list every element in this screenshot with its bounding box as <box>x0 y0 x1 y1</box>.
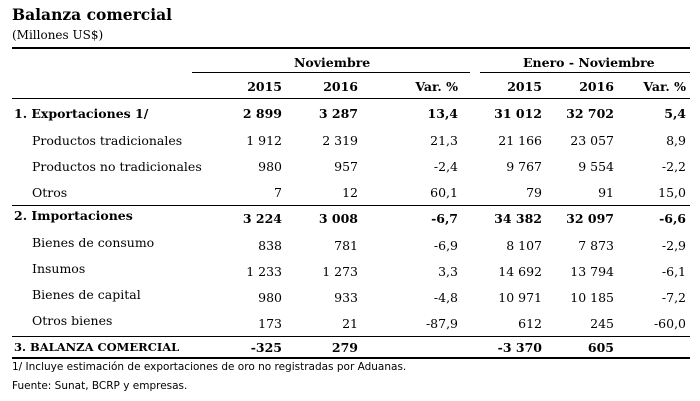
table-cell: 1 912 <box>246 133 282 148</box>
col-header-ene-2016: 2016 <box>579 79 614 94</box>
table-cell: 13,4 <box>427 106 458 121</box>
table-cell: 980 <box>258 159 282 174</box>
table-title: Balanza comercial <box>12 5 173 24</box>
row-label-exportaciones: 1. Exportaciones 1/ <box>14 106 149 121</box>
table-cell: 12 <box>342 185 358 200</box>
table-cell: 14 692 <box>498 264 542 279</box>
table-cell: -87,9 <box>425 316 458 331</box>
col-header-nov-2015: 2015 <box>247 79 282 94</box>
table-cell: 781 <box>334 238 358 253</box>
table-cell: 10 971 <box>498 290 542 305</box>
col-header-nov-var: Var. % <box>415 79 458 94</box>
table-cell: 5,4 <box>664 106 686 121</box>
table-cell: -6,1 <box>661 264 686 279</box>
table-cell: 15,0 <box>658 185 686 200</box>
table-cell: 8,9 <box>666 133 686 148</box>
top-rule <box>12 47 690 49</box>
table-cell: 10 185 <box>570 290 614 305</box>
table-cell: 31 012 <box>494 106 542 121</box>
table-cell: -4,8 <box>433 290 458 305</box>
table-cell: 1 273 <box>322 264 358 279</box>
footnote-exportaciones: 1/ Incluye estimación de exportaciones d… <box>12 361 407 373</box>
group-rule-noviembre <box>192 72 470 73</box>
table-cell: 245 <box>590 316 614 331</box>
row-label-bienes-de-consumo: Bienes de consumo <box>32 235 155 250</box>
table-cell: -2,2 <box>661 159 686 174</box>
table-cell: 980 <box>258 290 282 305</box>
table-cell: 957 <box>334 159 358 174</box>
row-label-otros: Otros <box>32 185 68 200</box>
table-cell: 21 166 <box>498 133 542 148</box>
table-cell: 21 <box>342 316 358 331</box>
table-cell: 2 319 <box>322 133 358 148</box>
table-cell: -7,2 <box>661 290 686 305</box>
group-header-noviembre: Noviembre <box>294 55 371 70</box>
row-label-balanza-comercial: 3. BALANZA COMERCIAL <box>14 340 180 354</box>
table-cell: -325 <box>250 340 282 355</box>
table-cell: 21,3 <box>430 133 458 148</box>
group-rule-enero-noviembre <box>480 72 690 73</box>
table-cell: 3 287 <box>318 106 358 121</box>
row-label-otros-bienes: Otros bienes <box>32 313 113 328</box>
table-cell: 79 <box>526 185 542 200</box>
table-cell: 7 <box>274 185 282 200</box>
table-cell: 838 <box>258 238 282 253</box>
table-cell: 3,3 <box>438 264 458 279</box>
col-header-ene-var: Var. % <box>643 79 686 94</box>
col-header-nov-2016: 2016 <box>323 79 358 94</box>
table-cell: -6,9 <box>433 238 458 253</box>
table-cell: 8 107 <box>506 238 542 253</box>
row-label-productos-no-tradicionales: Productos no tradicionales <box>32 159 202 174</box>
table-cell: 3 008 <box>318 211 358 226</box>
table-cell: 7 873 <box>578 238 614 253</box>
row-label-bienes-de-capital: Bienes de capital <box>32 287 141 302</box>
col-header-ene-2015: 2015 <box>507 79 542 94</box>
table-cell: 612 <box>518 316 542 331</box>
row-label-importaciones: 2. Importaciones <box>14 208 133 223</box>
table-cell: -3 370 <box>497 340 542 355</box>
table-cell: 32 097 <box>566 211 614 226</box>
table-cell: 279 <box>331 340 358 355</box>
table-cell: -2,4 <box>433 159 458 174</box>
table-cell: 1 233 <box>246 264 282 279</box>
table-cell: 9 554 <box>578 159 614 174</box>
table-cell: 32 702 <box>566 106 614 121</box>
footnote-fuente: Fuente: Sunat, BCRP y empresas. <box>12 380 188 392</box>
table-cell: 91 <box>598 185 614 200</box>
table-cell: -2,9 <box>661 238 686 253</box>
table-cell: 23 057 <box>570 133 614 148</box>
table-cell: 13 794 <box>570 264 614 279</box>
section-rule-importaciones <box>12 205 690 206</box>
table-cell: 2 899 <box>242 106 282 121</box>
section-rule-balanza <box>12 336 690 337</box>
table-cell: 9 767 <box>506 159 542 174</box>
table-cell: 34 382 <box>494 211 542 226</box>
row-label-insumos: Insumos <box>32 261 86 276</box>
header-rule <box>12 98 690 99</box>
table-cell: 173 <box>258 316 282 331</box>
table-cell: 60,1 <box>430 185 458 200</box>
table-cell: 933 <box>334 290 358 305</box>
table-subtitle: (Millones US$) <box>12 28 104 42</box>
table-cell: -6,7 <box>431 211 458 226</box>
bottom-rule <box>12 357 690 359</box>
table-cell: -6,6 <box>659 211 686 226</box>
group-header-enero-noviembre: Enero - Noviembre <box>523 55 655 70</box>
table-cell: 605 <box>587 340 614 355</box>
row-label-productos-tradicionales: Productos tradicionales <box>32 133 183 148</box>
table-cell: -60,0 <box>653 316 686 331</box>
table-cell: 3 224 <box>242 211 282 226</box>
